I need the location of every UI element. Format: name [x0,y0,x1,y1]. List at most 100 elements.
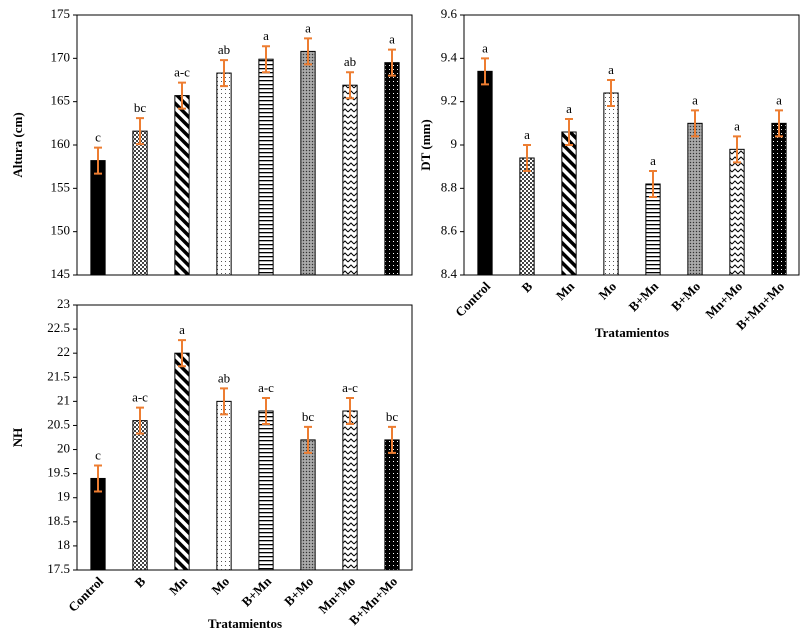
x-tick-label: B [518,278,535,295]
error-bar [262,45,270,74]
y-tick-label: 9.6 [441,6,458,21]
plot-frame [76,304,413,571]
y-tick-label: 23 [57,296,70,311]
y-tick-label: 22.5 [47,320,70,335]
x-tick-label: Mn [166,573,191,598]
error-bar [178,81,186,110]
y-tick-label: 170 [51,49,71,64]
bar [174,95,190,276]
bar [561,131,577,276]
significance-letter: a [305,20,311,35]
y-tick-label: 150 [51,223,71,238]
y-tick-label: 160 [51,136,71,151]
error-bar [94,146,102,175]
error-bar [262,396,270,426]
error-bar [136,117,144,146]
significance-letter: a [734,118,740,133]
significance-letter: bc [302,409,315,424]
plot-frame [76,14,413,276]
y-tick-label: 20.5 [47,416,70,431]
x-axis-title: Tratamientos [208,616,282,631]
bar [384,62,400,276]
y-tick-label: 17.5 [47,561,70,576]
y-axis-title: Altura (cm) [10,112,25,177]
significance-letter: a [608,62,614,77]
error-bar [565,118,573,146]
x-tick-label: B+Mo [668,279,703,314]
error-bar [523,144,531,172]
error-bar [220,59,228,88]
x-tick-label: B+Mn [238,573,274,609]
y-tick-label: 18.5 [47,513,70,528]
y-tick-label: 18 [57,537,70,552]
y-tick-label: 8.6 [441,223,458,238]
bar [519,157,535,276]
y-tick-label: 145 [51,266,71,281]
significance-letter: a [776,92,782,107]
x-tick-label: Control [65,573,106,614]
bar [342,84,358,276]
error-bar [304,37,312,66]
bar [771,122,787,276]
bar [90,160,106,276]
x-tick-label: Mo [208,574,232,598]
significance-letter: a [263,28,269,43]
significance-letter: a [179,322,185,337]
x-axis-title: Tratamientos [595,325,669,340]
y-tick-label: 155 [51,179,71,194]
error-bar [304,425,312,454]
y-tick-label: 9.2 [441,93,457,108]
error-bar [220,387,228,416]
error-bar [388,48,396,77]
significance-letter: a-c [132,390,148,405]
error-bar [775,109,783,138]
error-bar [136,406,144,435]
significance-letter: bc [386,409,399,424]
significance-letter: a [389,32,395,47]
error-bar [346,71,354,100]
significance-letter: a [482,40,488,55]
y-tick-label: 8.4 [441,266,458,281]
x-tick-label: Mo [595,279,619,303]
x-tick-label: B+Mo [281,574,316,609]
y-tick-label: 19 [57,489,70,504]
bar [603,92,619,276]
error-bar [178,339,186,368]
bar [258,410,274,571]
significance-letter: ab [218,42,230,57]
x-tick-label: B+Mn [625,278,661,314]
y-tick-label: 9 [451,136,458,151]
significance-letter: c [95,447,101,462]
plot-frame [463,14,800,276]
y-tick-label: 175 [51,6,71,21]
y-tick-label: 9.4 [441,49,458,64]
bar [300,439,316,571]
x-tick-label: Control [452,278,493,319]
y-tick-label: 22 [57,344,70,359]
error-bar [94,464,102,493]
bar [174,352,190,571]
y-tick-label: 21 [57,392,70,407]
significance-letter: c [95,130,101,145]
significance-letter: ab [344,54,356,69]
error-bar [346,396,354,426]
x-tick-label: B [131,573,148,590]
significance-letter: a-c [342,380,358,395]
error-bar [607,79,615,107]
x-tick-label: Mn [553,278,578,303]
bar [258,58,274,276]
bar [132,130,148,276]
bar [687,122,703,276]
significance-letter: a [692,92,698,107]
bar [342,410,358,571]
y-axis-title: NH [10,428,25,448]
error-bar [691,109,699,138]
significance-letter: a-c [258,380,274,395]
bar [132,420,148,571]
bar [477,70,493,276]
significance-letter: a [650,153,656,168]
bar [729,148,745,276]
bar [216,72,232,276]
y-axis-title: DT (mm) [418,119,433,170]
significance-letter: a [566,101,572,116]
